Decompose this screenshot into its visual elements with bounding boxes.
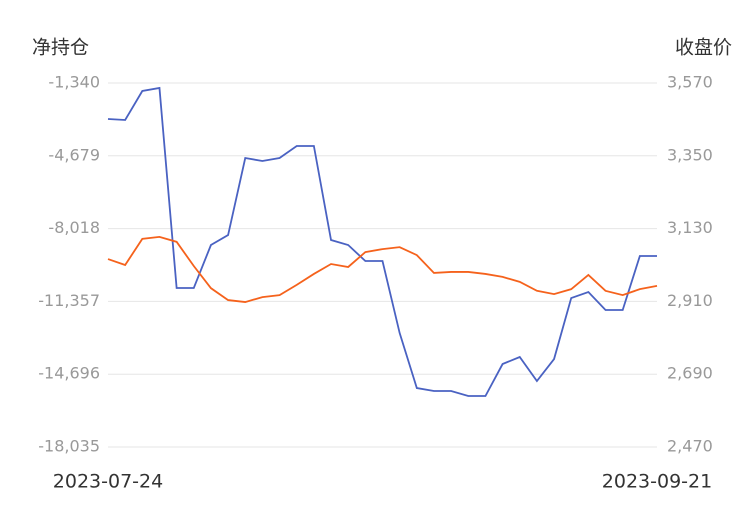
x-tick-label: 2023-09-21 (602, 471, 712, 493)
x-tick-label: 2023-07-24 (53, 471, 163, 493)
y-tick-label: -11,357 (38, 291, 100, 310)
y-tick-label: -4,679 (48, 145, 100, 164)
y2-tick-label: 2,690 (667, 364, 713, 383)
y-axis-title: 净持仓 (32, 37, 89, 59)
y2-tick-label: 3,570 (667, 73, 713, 92)
y2-tick-label: 2,470 (667, 437, 713, 456)
series-line (107, 235, 658, 303)
y-tick-label: -8,018 (48, 218, 100, 237)
y2-axis-title: 收盘价 (675, 37, 732, 59)
y-tick-label: -14,696 (38, 364, 100, 383)
y2-tick-label: 3,350 (667, 145, 713, 164)
y-tick-label: -18,035 (38, 437, 100, 456)
y2-tick-label: 2,910 (667, 291, 713, 310)
y2-tick-label: 3,130 (667, 218, 713, 237)
y-tick-label: -1,340 (48, 73, 100, 92)
series-line (107, 86, 657, 397)
